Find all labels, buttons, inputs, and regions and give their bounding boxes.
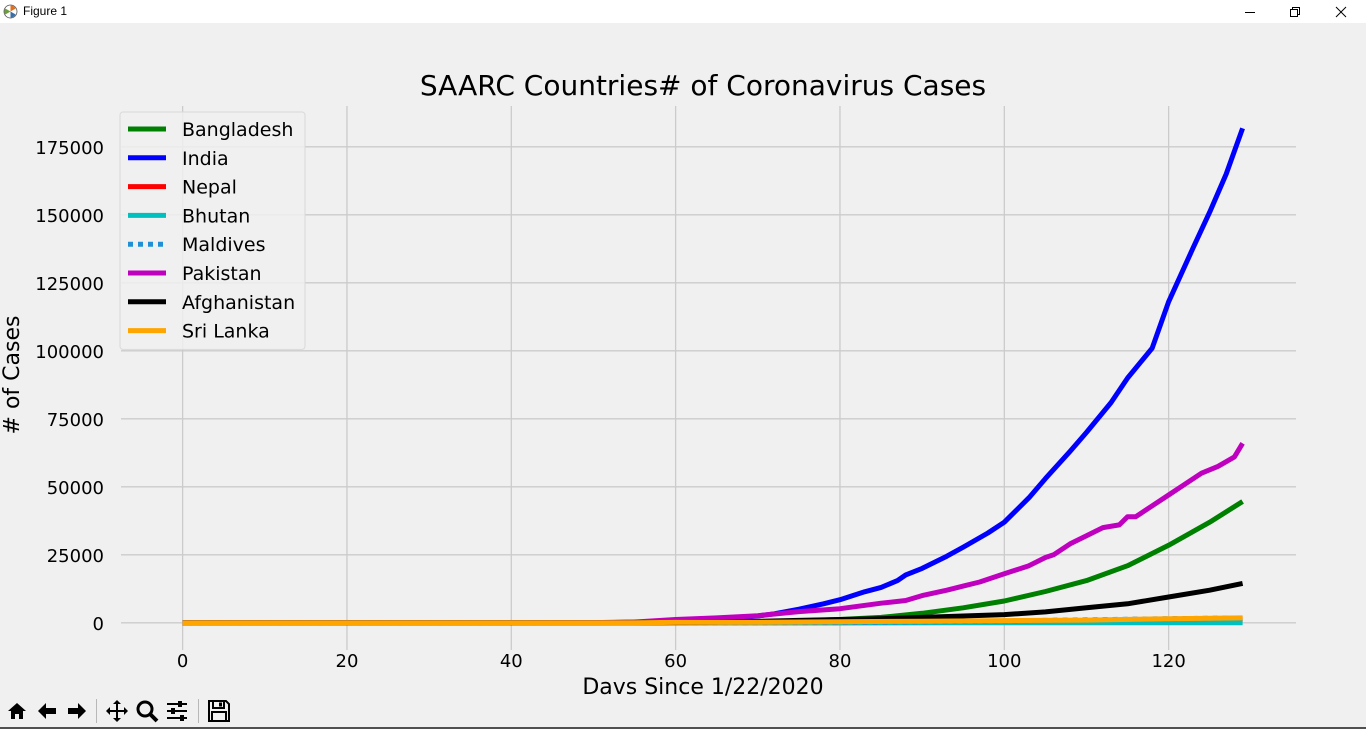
figure-canvas: 0 20 40 60 80 100 120 0 25000 50000 75000 100000 125…: [0, 69, 1296, 696]
legend-label: Bangladesh: [182, 119, 293, 141]
home-button[interactable]: [3, 697, 31, 725]
back-button[interactable]: [33, 697, 61, 725]
legend-frame: [119, 111, 306, 350]
back-arrow-icon: [38, 703, 56, 719]
close-button[interactable]: [1318, 0, 1364, 23]
navigation-toolbar: [0, 696, 1366, 727]
x-tick-label: 20: [336, 651, 359, 672]
toolbar-separator: [96, 699, 97, 723]
legend-label: India: [182, 148, 229, 170]
window-title: Figure 1: [23, 4, 68, 18]
minimize-button[interactable]: [1227, 0, 1273, 23]
legend-label: Nepal: [182, 177, 237, 199]
chart-title: SAARC Countries# of Coronavirus Cases: [420, 69, 986, 102]
window-bottom-border: [0, 727, 1366, 729]
legend-label: Pakistan: [182, 263, 262, 285]
y-tick-label: 75000: [47, 410, 104, 431]
save-icon: [208, 700, 230, 722]
series-line-pakistan: [182, 442, 1245, 626]
series-line-sri-lanka: [182, 615, 1243, 626]
legend-label: Bhutan: [182, 205, 250, 227]
legend-label: Maldives: [182, 234, 266, 256]
legend: Bangladesh India Nepal Bhutan Maldives Pakist…: [119, 111, 306, 350]
window-titlebar: Figure 1: [0, 0, 1366, 23]
forward-arrow-icon: [68, 703, 86, 719]
legend-label: Afghanistan: [182, 292, 295, 314]
y-axis-label: # of Cases: [0, 316, 25, 435]
x-tick-label: 0: [177, 651, 188, 672]
restore-icon: [1290, 6, 1300, 17]
save-button[interactable]: [205, 697, 233, 725]
plot-lines: [182, 127, 1245, 626]
toolbar-separator: [198, 699, 199, 723]
series-line-bangladesh: [182, 499, 1244, 626]
minimize-icon: [1245, 11, 1255, 13]
zoom-button[interactable]: [133, 697, 161, 725]
configure-subplots-icon: [167, 701, 187, 721]
x-tick-label: 100: [987, 651, 1021, 672]
y-tick-label: 50000: [47, 478, 104, 499]
close-icon: [1335, 6, 1347, 17]
tick-labels: 0 20 40 60 80 100 120 0 25000 50000 75000 100000 125…: [35, 138, 1186, 672]
home-icon: [8, 703, 26, 719]
x-tick-label: 60: [664, 651, 687, 672]
zoom-icon: [136, 700, 159, 723]
configure-subplots-button[interactable]: [163, 697, 191, 725]
pan-icon: [106, 700, 128, 722]
x-tick-label: 40: [500, 651, 523, 672]
y-tick-label: 100000: [35, 342, 104, 363]
restore-button[interactable]: [1272, 0, 1318, 23]
legend-label: Sri Lanka: [182, 321, 270, 343]
matplotlib-logo-icon: [3, 4, 18, 19]
x-tick-label: 80: [829, 651, 852, 672]
y-tick-label: 175000: [35, 138, 104, 159]
pan-button[interactable]: [103, 697, 131, 725]
y-tick-label: 150000: [35, 206, 104, 227]
x-tick-label: 120: [1151, 651, 1185, 672]
y-tick-label: 0: [93, 614, 104, 635]
y-tick-label: 125000: [35, 274, 104, 295]
series-line-india: [182, 127, 1245, 626]
y-tick-label: 25000: [47, 546, 104, 567]
forward-button[interactable]: [63, 697, 91, 725]
x-axis-label: Davs Since 1/22/2020: [582, 675, 823, 696]
